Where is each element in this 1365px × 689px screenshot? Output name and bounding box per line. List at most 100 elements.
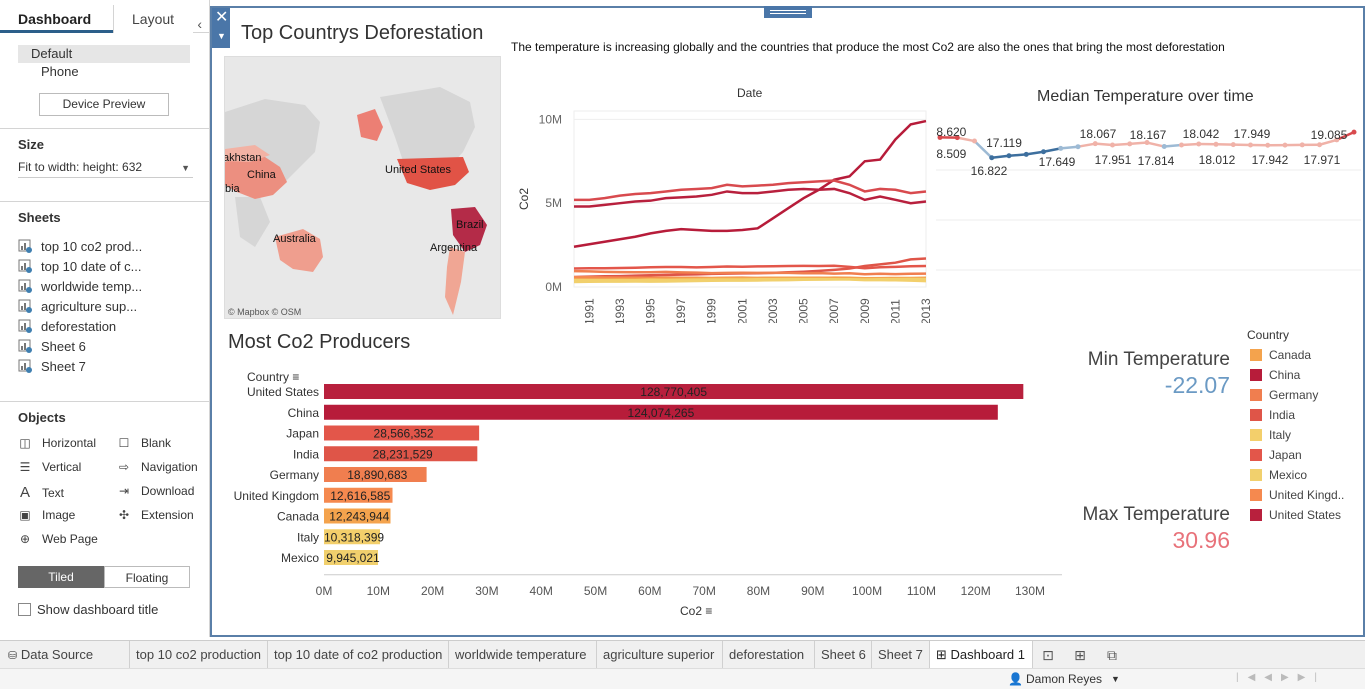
temperature-point[interactable]	[1058, 145, 1064, 151]
series-line[interactable]	[574, 179, 927, 202]
legend-item[interactable]: United States	[1250, 508, 1341, 522]
tab-agriculture-superior[interactable]: agriculture superior	[597, 641, 723, 669]
co2-bar-chart[interactable]: United States 128,770,405 China 124,074,265…	[222, 378, 1062, 603]
legend-item[interactable]: Canada	[1250, 348, 1311, 362]
bar[interactable]	[324, 384, 1024, 399]
sort-icon[interactable]: ≡	[705, 604, 713, 618]
legend-item[interactable]: Germany	[1250, 388, 1318, 402]
tab-top-10-co2-production[interactable]: top 10 co2 production	[130, 641, 268, 669]
object-web-page[interactable]: ⊕ Web Page	[18, 532, 98, 546]
temperature-point[interactable]	[1110, 142, 1115, 148]
bar[interactable]	[324, 529, 381, 545]
new-story-icon[interactable]: ⧉	[1107, 647, 1117, 663]
device-phone[interactable]: Phone	[41, 64, 79, 79]
tab-deforestation[interactable]: deforestation	[723, 641, 815, 669]
new-worksheet-icon[interactable]: ⊡	[1042, 647, 1054, 663]
temperature-point[interactable]	[1230, 142, 1236, 148]
zone-controls[interactable]: ✕ ▼	[212, 8, 230, 48]
legend-item[interactable]: China	[1250, 368, 1300, 382]
object-extension[interactable]: ✣ Extension	[117, 508, 194, 522]
temperature-point[interactable]	[1334, 137, 1340, 143]
co2-axis-label[interactable]: Co2 ≡	[680, 604, 712, 618]
sort-icon[interactable]: ≡	[292, 370, 300, 384]
object-vertical[interactable]: ☰ Vertical	[18, 460, 82, 474]
temperature-point[interactable]	[1023, 151, 1029, 157]
bar[interactable]	[324, 487, 393, 503]
legend-item[interactable]: Japan	[1250, 448, 1302, 462]
series-line[interactable]	[573, 264, 927, 270]
country-header[interactable]: Country ≡	[247, 370, 299, 384]
bar[interactable]	[324, 508, 391, 524]
temperature-segment[interactable]	[1146, 141, 1165, 148]
sheet-item[interactable]: deforestation	[18, 319, 116, 337]
temperature-point[interactable]	[1196, 141, 1202, 147]
sheet-navigation-icons[interactable]: |◀◀▶▶|	[1236, 672, 1326, 683]
temperature-point[interactable]	[1144, 140, 1150, 146]
temperature-segment[interactable]	[1043, 147, 1061, 154]
bar[interactable]	[324, 404, 998, 420]
tab-data-source[interactable]: ⛁ Data Source	[2, 641, 130, 669]
tab-dashboard-1[interactable]: ⊞ Dashboard 1	[930, 641, 1033, 669]
caret-down-icon[interactable]: ▼	[217, 31, 226, 41]
close-icon[interactable]: ✕	[215, 9, 229, 26]
floating-toggle[interactable]: Floating	[104, 566, 190, 588]
temperature-segment[interactable]	[1336, 131, 1355, 142]
temperature-segment[interactable]	[1129, 141, 1148, 146]
temperature-segment[interactable]	[1008, 153, 1027, 157]
sheet-item[interactable]: agriculture sup...	[18, 299, 137, 317]
series-line[interactable]	[573, 277, 927, 284]
series-line[interactable]	[573, 119, 927, 249]
temperature-segment[interactable]	[991, 154, 1010, 159]
temperature-point[interactable]	[1006, 153, 1012, 159]
temperature-segment[interactable]	[1164, 143, 1182, 148]
object-navigation[interactable]: ⇨ Navigation	[117, 460, 198, 474]
temperature-segment[interactable]	[1077, 142, 1096, 148]
temperature-segment[interactable]	[1181, 142, 1199, 147]
temperature-point[interactable]	[1213, 141, 1219, 147]
temperature-segment[interactable]	[1060, 145, 1079, 150]
sheet-item[interactable]: worldwide temp...	[18, 279, 142, 297]
sheet-item[interactable]: Sheet 6	[18, 339, 86, 357]
legend-item[interactable]: Italy	[1250, 428, 1291, 442]
device-preview-button[interactable]: Device Preview	[39, 93, 169, 116]
tab-worldwide-temperature[interactable]: worldwide temperature	[449, 641, 597, 669]
bar[interactable]	[324, 467, 427, 482]
temperature-point[interactable]	[954, 135, 960, 141]
tiled-toggle[interactable]: Tiled	[18, 566, 104, 588]
size-dropdown[interactable]: Fit to width: height: 632 ▼	[18, 160, 193, 178]
object-download[interactable]: ⇥ Download	[117, 484, 194, 498]
collapse-panel-icon[interactable]: ‹	[197, 16, 202, 32]
co2-line-chart[interactable]: 0M 5M 10M Co2 1991 1993 1995 1997 1999 2001 2003 20…	[510, 103, 938, 323]
tab-top-10-date-of-co2-production[interactable]: top 10 date of co2 production	[268, 641, 449, 669]
temperature-segment[interactable]	[1095, 142, 1113, 147]
median-temperature-chart[interactable]: 18.620 18.509 16.822 17.119 17.649 18.067 17.9…	[936, 108, 1361, 283]
legend-item[interactable]: India	[1250, 408, 1295, 422]
temperature-segment[interactable]	[1319, 138, 1338, 146]
deforestation-map[interactable]: akhstan China bia United States Brazil A…	[224, 56, 501, 319]
temperature-point[interactable]	[1282, 142, 1288, 148]
tab-sheet-6[interactable]: Sheet 6	[815, 641, 872, 669]
object-text[interactable]: A Text	[18, 484, 64, 501]
temperature-point[interactable]	[989, 155, 995, 161]
show-dashboard-title-checkbox[interactable]: Show dashboard title	[18, 602, 158, 617]
temperature-point[interactable]	[1092, 141, 1098, 147]
sheet-item[interactable]: top 10 co2 prod...	[18, 239, 142, 257]
temperature-point[interactable]	[1179, 142, 1184, 148]
user-name[interactable]: Damon Reyes	[1026, 672, 1103, 686]
temperature-segment[interactable]	[957, 136, 975, 143]
tab-dashboard[interactable]: Dashboard	[0, 5, 113, 33]
user-menu-chevron-icon[interactable]: ▼	[1111, 674, 1120, 684]
drag-handle[interactable]	[764, 6, 812, 18]
tab-sheet-7[interactable]: Sheet 7	[872, 641, 930, 669]
temperature-point[interactable]	[1127, 141, 1133, 147]
object-image[interactable]: ▣ Image	[18, 508, 75, 522]
temperature-segment[interactable]	[1112, 142, 1130, 147]
temperature-point[interactable]	[937, 134, 943, 140]
temperature-point[interactable]	[1248, 142, 1253, 148]
new-dashboard-icon[interactable]: ⊞	[1074, 647, 1086, 663]
temperature-point[interactable]	[1351, 129, 1357, 135]
device-default[interactable]: Default	[18, 45, 190, 63]
temperature-segment[interactable]	[973, 140, 993, 159]
temperature-point[interactable]	[1041, 149, 1046, 155]
temperature-point[interactable]	[1299, 142, 1305, 148]
